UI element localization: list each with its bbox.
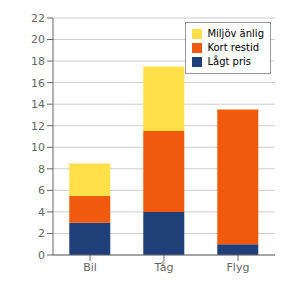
svg-text:16: 16 [31, 77, 45, 90]
html-text:Lågt pris: Lågt pris [207, 56, 251, 67]
svg-text:14: 14 [31, 98, 45, 111]
html-text:Kort restid: Kort restid [207, 42, 260, 53]
svg-text:20: 20 [31, 33, 45, 46]
svg-text:Bil: Bil [83, 261, 97, 274]
svg-text:12: 12 [31, 120, 45, 133]
svg-text:0: 0 [38, 249, 45, 262]
svg-text:6: 6 [38, 184, 45, 197]
svg-text:Flyg: Flyg [227, 261, 250, 274]
svg-text:18: 18 [31, 55, 45, 68]
html-text:Miljöv änlig: Miljöv änlig [207, 28, 264, 39]
svg-text:4: 4 [38, 206, 45, 219]
svg-text:2: 2 [38, 227, 45, 240]
svg-text:8: 8 [38, 163, 45, 176]
svg-text:22: 22 [31, 12, 45, 25]
svg-text:Tåg: Tåg [153, 261, 173, 274]
svg-text:10: 10 [31, 141, 45, 154]
